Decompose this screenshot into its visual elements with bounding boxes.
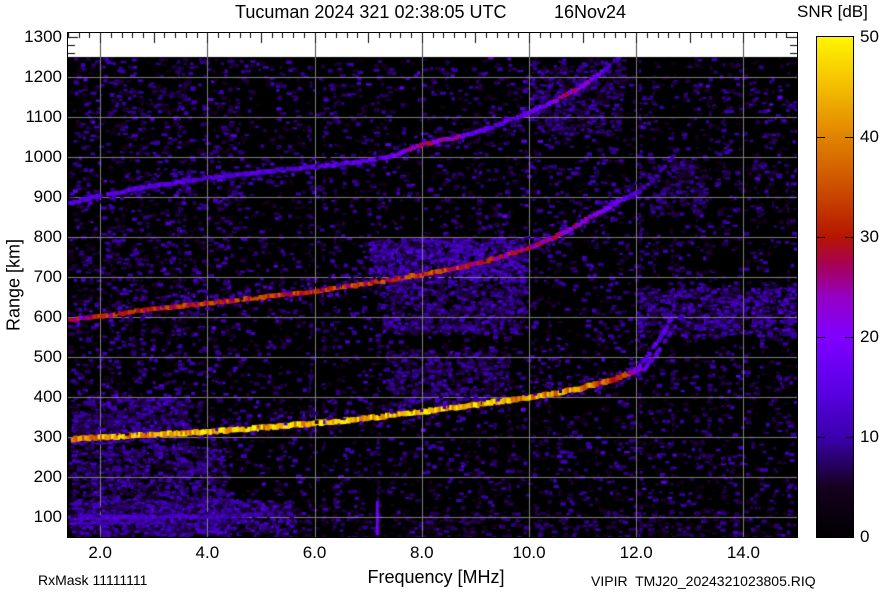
y-tick-label: 1100 — [25, 107, 62, 126]
colorbar-tick — [845, 137, 853, 138]
colorbar — [816, 36, 854, 538]
x-tick-label: 8.0 — [409, 543, 434, 562]
x-tick-label: 4.0 — [195, 543, 220, 562]
y-tick-label: 900 — [33, 187, 62, 206]
colorbar-tick — [817, 437, 825, 438]
colorbar-tick-label: 10 — [860, 427, 879, 446]
y-axis-label: Range [km] — [3, 238, 24, 332]
y-tick-label: 800 — [33, 227, 62, 246]
data-file-label: VIPIR TMJ20_2024321023805.RIQ — [591, 573, 816, 589]
x-tick-label: 10.0 — [512, 543, 546, 562]
x-tick-label: 14.0 — [726, 543, 760, 562]
y-tick-label: 1200 — [24, 67, 62, 86]
x-tick-label: 6.0 — [302, 543, 327, 562]
x-tick-label: 12.0 — [619, 543, 653, 562]
colorbar-tick — [817, 137, 825, 138]
plot-title-date: 16Nov24 — [554, 2, 627, 22]
y-tick-label: 600 — [33, 307, 62, 326]
colorbar-tick-label: 30 — [860, 227, 879, 246]
y-tick-label: 300 — [33, 427, 62, 446]
y-tick-label: 1300 — [24, 27, 62, 46]
colorbar-tick-label: 50 — [860, 27, 879, 46]
plot-title: Tucuman 2024 321 02:38:05 UTC — [235, 2, 507, 22]
colorbar-tick-label: 20 — [860, 327, 879, 346]
colorbar-tick — [845, 437, 853, 438]
colorbar-gradient — [817, 37, 853, 537]
colorbar-tick — [817, 337, 825, 338]
y-tick-label: 500 — [33, 347, 62, 366]
x-tick-label: 2.0 — [88, 543, 112, 562]
colorbar-tick-label: 0 — [860, 527, 870, 546]
y-tick-label: 100 — [33, 507, 62, 526]
y-tick-label: 200 — [33, 467, 62, 486]
colorbar-tick-label: 40 — [860, 127, 879, 146]
y-tick-label: 700 — [33, 267, 62, 286]
y-tick-label: 1000 — [24, 147, 62, 166]
y-tick-label: 400 — [33, 387, 62, 406]
colorbar-tick — [845, 337, 853, 338]
x-axis-label: Frequency [MHz] — [367, 567, 505, 587]
colorbar-tick — [817, 237, 825, 238]
ionogram-canvas — [68, 33, 797, 537]
rx-mask-label: RxMask 11111111 — [38, 572, 148, 588]
colorbar-title: SNR [dB] — [797, 2, 868, 21]
colorbar-tick — [845, 237, 853, 238]
